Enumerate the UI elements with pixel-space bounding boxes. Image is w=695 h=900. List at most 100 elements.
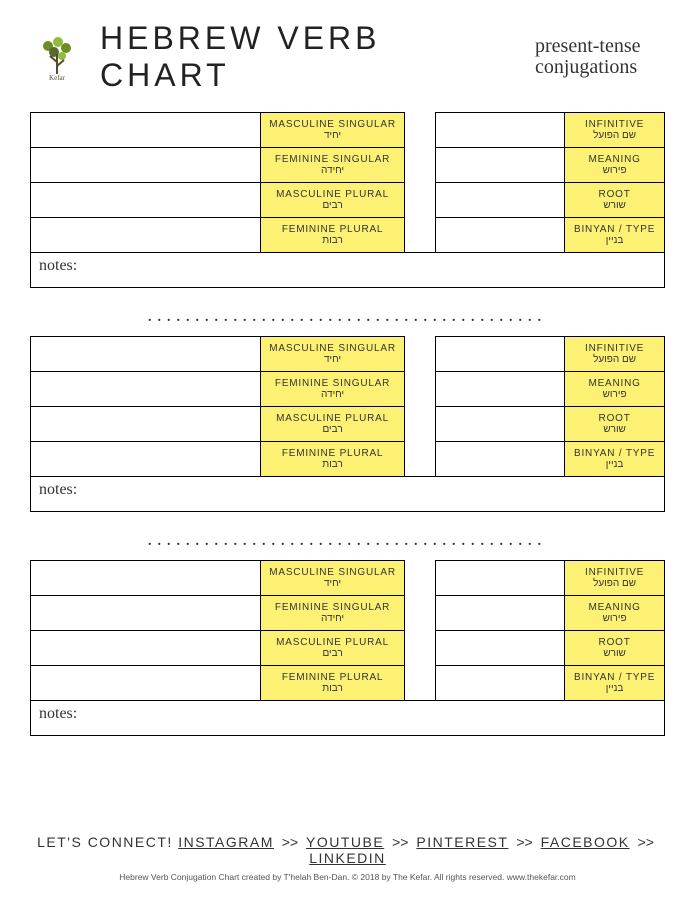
info-label-cell: MEANINGפירוש: [565, 596, 665, 631]
info-input-cell[interactable]: [436, 596, 565, 631]
label-hebrew: בניין: [569, 459, 660, 470]
page-subtitle: present-tense conjugations: [535, 36, 665, 78]
table-row: FEMININE PLURALרבות: [31, 442, 405, 477]
label-hebrew: שורש: [569, 200, 660, 211]
conjugation-input-cell[interactable]: [31, 337, 261, 372]
label-english: ROOT: [569, 189, 660, 200]
label-english: MASCULINE PLURAL: [265, 413, 400, 424]
table-row: MASCULINE SINGULARיחיד: [31, 561, 405, 596]
conjugation-label-cell: MASCULINE SINGULARיחיד: [261, 337, 405, 372]
subtitle-line-1: present-tense: [535, 36, 665, 57]
social-link-facebook[interactable]: FACEBOOK: [541, 834, 630, 850]
table-row: MASCULINE PLURALרבים: [31, 183, 405, 218]
social-link-youtube[interactable]: YOUTUBE: [306, 834, 384, 850]
notes-row[interactable]: notes:: [30, 476, 665, 512]
social-link-pinterest[interactable]: PINTEREST: [416, 834, 508, 850]
label-english: MASCULINE SINGULAR: [265, 567, 400, 578]
verb-blocks-container: MASCULINE SINGULARיחידFEMININE SINGULARי…: [30, 112, 665, 736]
info-label-cell: ROOTשורש: [565, 631, 665, 666]
conjugation-input-cell[interactable]: [31, 666, 261, 701]
info-label-cell: MEANINGפירוש: [565, 148, 665, 183]
conjugation-input-cell[interactable]: [31, 372, 261, 407]
label-hebrew: שם הפועל: [569, 578, 660, 589]
label-hebrew: בניין: [569, 235, 660, 246]
conjugation-label-cell: MASCULINE PLURALרבים: [261, 631, 405, 666]
table-row: ROOTשורש: [436, 183, 665, 218]
label-hebrew: רבות: [265, 235, 400, 246]
label-hebrew: רבות: [265, 683, 400, 694]
social-link-instagram[interactable]: INSTAGRAM: [178, 834, 274, 850]
notes-row[interactable]: notes:: [30, 252, 665, 288]
svg-text:Kefar: Kefar: [49, 74, 66, 82]
table-row: MASCULINE SINGULARיחיד: [31, 337, 405, 372]
label-english: INFINITIVE: [569, 119, 660, 130]
table-row: BINYAN / TYPEבניין: [436, 218, 665, 253]
info-input-cell[interactable]: [436, 113, 565, 148]
info-label-cell: BINYAN / TYPEבניין: [565, 218, 665, 253]
label-english: INFINITIVE: [569, 343, 660, 354]
table-row: INFINITIVEשם הפועל: [436, 337, 665, 372]
link-separator: >>: [278, 834, 302, 850]
conjugation-label-cell: MASCULINE PLURALרבים: [261, 407, 405, 442]
info-label-cell: INFINITIVEשם הפועל: [565, 337, 665, 372]
info-input-cell[interactable]: [436, 666, 565, 701]
conjugation-input-cell[interactable]: [31, 442, 261, 477]
conjugation-input-cell[interactable]: [31, 596, 261, 631]
label-hebrew: יחידה: [265, 613, 400, 624]
table-row: MEANINGפירוש: [436, 372, 665, 407]
notes-row[interactable]: notes:: [30, 700, 665, 736]
conjugation-label-cell: FEMININE SINGULARיחידה: [261, 596, 405, 631]
info-input-cell[interactable]: [436, 442, 565, 477]
conjugation-table: MASCULINE SINGULARיחידFEMININE SINGULARי…: [30, 112, 405, 253]
label-english: FEMININE SINGULAR: [265, 378, 400, 389]
label-english: FEMININE SINGULAR: [265, 602, 400, 613]
label-english: ROOT: [569, 413, 660, 424]
label-english: MASCULINE SINGULAR: [265, 343, 400, 354]
table-row: FEMININE PLURALרבות: [31, 218, 405, 253]
link-separator: >>: [634, 834, 654, 850]
info-input-cell[interactable]: [436, 631, 565, 666]
link-separator: >>: [388, 834, 412, 850]
notes-label: notes:: [39, 257, 77, 274]
info-input-cell[interactable]: [436, 337, 565, 372]
label-english: INFINITIVE: [569, 567, 660, 578]
label-hebrew: שם הפועל: [569, 130, 660, 141]
table-row: FEMININE SINGULARיחידה: [31, 148, 405, 183]
info-table: INFINITIVEשם הפועלMEANINGפירושROOTשורשBI…: [435, 560, 665, 701]
conjugation-input-cell[interactable]: [31, 218, 261, 253]
notes-label: notes:: [39, 705, 77, 722]
label-hebrew: שורש: [569, 424, 660, 435]
info-input-cell[interactable]: [436, 561, 565, 596]
label-hebrew: רבות: [265, 459, 400, 470]
conjugation-label-cell: MASCULINE SINGULARיחיד: [261, 561, 405, 596]
conjugation-input-cell[interactable]: [31, 148, 261, 183]
label-hebrew: יחיד: [265, 578, 400, 589]
subtitle-line-2: conjugations: [535, 57, 665, 78]
info-input-cell[interactable]: [436, 372, 565, 407]
info-label-cell: INFINITIVEשם הפועל: [565, 561, 665, 596]
table-row: FEMININE PLURALרבות: [31, 666, 405, 701]
info-input-cell[interactable]: [436, 183, 565, 218]
conjugation-input-cell[interactable]: [31, 561, 261, 596]
verb-block: MASCULINE SINGULARיחידFEMININE SINGULARי…: [30, 112, 665, 288]
conjugation-input-cell[interactable]: [31, 631, 261, 666]
conjugation-label-cell: FEMININE SINGULARיחידה: [261, 372, 405, 407]
info-input-cell[interactable]: [436, 218, 565, 253]
label-hebrew: יחידה: [265, 389, 400, 400]
label-english: FEMININE PLURAL: [265, 448, 400, 459]
label-english: MEANING: [569, 378, 660, 389]
label-english: ROOT: [569, 637, 660, 648]
info-input-cell[interactable]: [436, 148, 565, 183]
label-hebrew: בניין: [569, 683, 660, 694]
dotted-separator: ........................................…: [30, 302, 665, 336]
social-link-linkedin[interactable]: LINKEDIN: [309, 850, 386, 866]
conjugation-table: MASCULINE SINGULARיחידFEMININE SINGULARי…: [30, 560, 405, 701]
connect-lead: LET'S CONNECT!: [37, 834, 173, 850]
table-row: INFINITIVEשם הפועל: [436, 113, 665, 148]
conjugation-input-cell[interactable]: [31, 113, 261, 148]
page-header: Kefar HEBREW VERB CHART present-tense co…: [30, 20, 665, 94]
conjugation-input-cell[interactable]: [31, 183, 261, 218]
info-input-cell[interactable]: [436, 407, 565, 442]
conjugation-label-cell: FEMININE PLURALרבות: [261, 218, 405, 253]
conjugation-input-cell[interactable]: [31, 407, 261, 442]
